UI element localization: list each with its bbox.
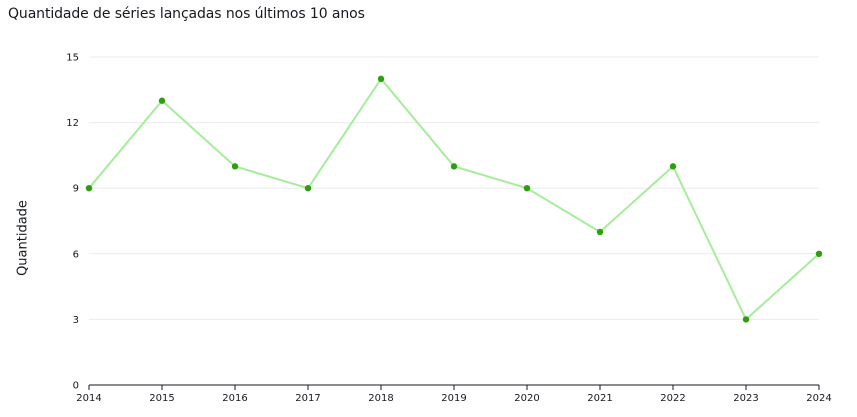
data-point[interactable] [231, 163, 239, 170]
data-point[interactable] [85, 185, 93, 192]
x-tick-label: 2014 [76, 393, 101, 404]
series-line [88, 77, 820, 322]
y-tick-label: 12 [66, 118, 79, 129]
x-tick-label: 2023 [733, 393, 758, 404]
data-point[interactable] [596, 228, 604, 236]
data-point[interactable] [815, 250, 823, 257]
x-tick-label: 2017 [295, 393, 320, 404]
x-tick-label: 2024 [806, 393, 831, 404]
y-tick-label: 3 [73, 315, 79, 326]
y-tick-label: 9 [73, 184, 79, 195]
x-tick-label: 2020 [514, 393, 539, 404]
x-tick-label: 2015 [149, 393, 174, 404]
axis-layer: 0 3 6 9 12 15 2014 2015 2016 2017 2018 2019 2020 2021… [66, 53, 831, 405]
x-tick-label: 2016 [222, 393, 247, 404]
x-tick-label: 2022 [660, 393, 685, 404]
series-layer [88, 77, 820, 322]
data-point[interactable] [669, 163, 677, 170]
data-point[interactable] [742, 316, 750, 323]
y-tick-label: 15 [66, 53, 79, 64]
points-layer [85, 75, 823, 323]
y-tick-label: 0 [73, 381, 79, 392]
data-point[interactable] [304, 185, 312, 192]
x-tick-label: 2019 [441, 393, 466, 404]
y-tick-label: 6 [73, 249, 79, 260]
x-tick-label: 2018 [368, 393, 393, 404]
grid-layer [89, 56, 819, 320]
data-point[interactable] [523, 185, 531, 192]
data-point[interactable] [377, 75, 385, 83]
data-point[interactable] [450, 163, 458, 170]
data-point[interactable] [158, 97, 166, 104]
x-tick-label: 2021 [587, 393, 612, 404]
chart-title: Quantidade de séries lançadas nos último… [8, 6, 365, 22]
